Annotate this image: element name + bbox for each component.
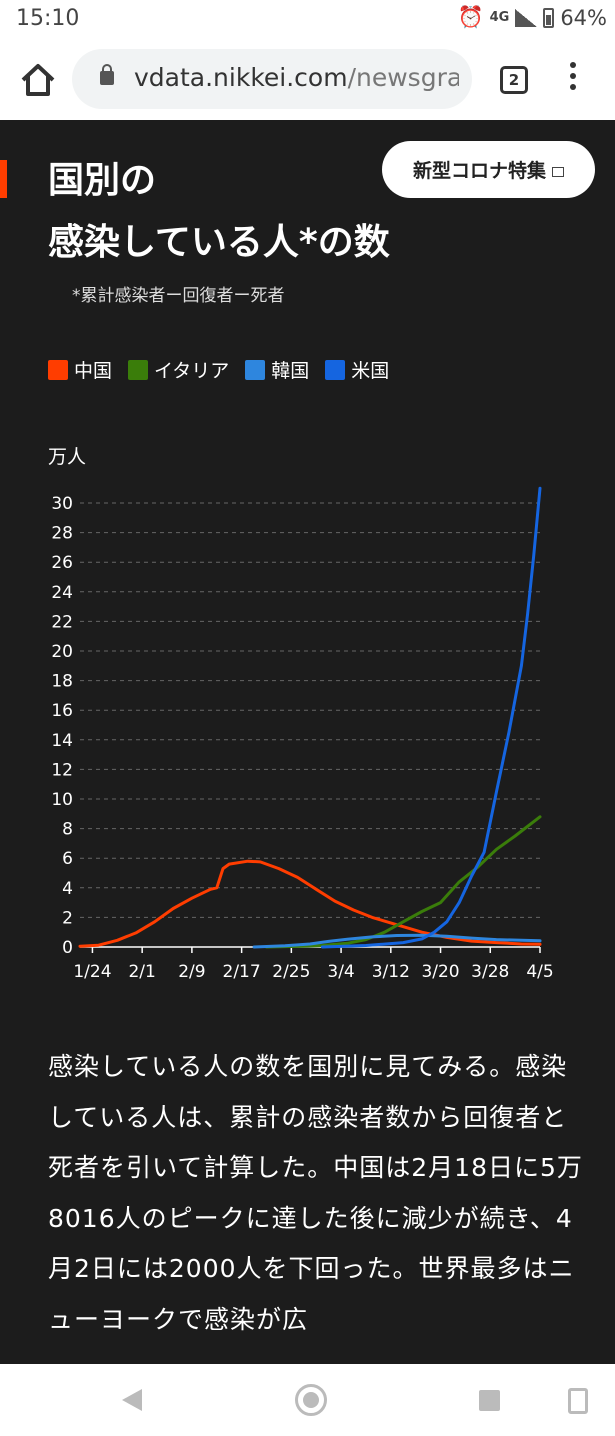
x-tick-label: 2/1 [128, 962, 155, 982]
series-line-韓国 [252, 933, 542, 949]
legend-swatch [128, 359, 149, 380]
address-bar[interactable]: vdata.nikkei.com/newsgra [72, 49, 472, 109]
alarm-icon: ⏰ [457, 5, 484, 29]
y-tick-label: 30 [51, 494, 73, 514]
legend-label: 韓国 [271, 360, 310, 382]
legend-item: 米国 [325, 356, 389, 383]
x-tick-label: 1/24 [73, 962, 111, 982]
x-tick-label: 2/25 [272, 962, 310, 982]
legend-swatch [245, 359, 266, 380]
legend-swatch [48, 359, 68, 380]
battery-level: 64% [560, 5, 607, 30]
recent-apps-icon[interactable] [479, 1390, 500, 1411]
y-tick-label: 0 [62, 938, 73, 958]
legend-item: イタリア [128, 356, 229, 383]
x-tick-label: 2/17 [223, 962, 261, 982]
more-menu-icon[interactable] [566, 62, 580, 98]
x-tick-label: 3/20 [421, 962, 459, 982]
title-footnote: *累計感染者ー回復者ー死者 [72, 286, 285, 306]
y-axis-label: 万人 [48, 446, 86, 468]
series-line-イタリア [265, 815, 542, 949]
y-tick-label: 12 [51, 760, 73, 780]
url-text[interactable]: vdata.nikkei.com/newsgra [134, 63, 459, 92]
legend-label: 米国 [351, 360, 390, 382]
y-tick-label: 28 [51, 524, 73, 544]
back-icon[interactable] [122, 1389, 142, 1411]
system-nav-bar [0, 1364, 615, 1436]
y-tick-label: 8 [62, 820, 73, 840]
legend-label: イタリア [154, 360, 230, 382]
url-host: vdata.nikkei.com [134, 63, 348, 92]
status-icons: ⏰ 4G 64% [457, 5, 607, 30]
y-tick-label: 24 [51, 583, 73, 603]
y-tick-label: 18 [51, 672, 73, 692]
title-accent-bar [0, 160, 7, 198]
x-tick-label: 3/4 [327, 962, 354, 982]
y-tick-label: 4 [62, 879, 73, 899]
y-tick-label: 2 [62, 908, 73, 928]
article-body: 感染している人の数を国別に見てみる。感染している人は、累計の感染者数から回復者と… [48, 1052, 583, 1334]
page-title: 国別の 感染している人*の数 [48, 150, 390, 274]
x-tick-label: 2/9 [178, 962, 205, 982]
x-tick-label: 3/28 [471, 962, 509, 982]
status-time: 15:10 [16, 6, 80, 31]
tab-switcher-button[interactable]: 2 [500, 66, 528, 94]
network-label: 4G [489, 10, 510, 25]
y-tick-label: 26 [51, 553, 73, 573]
x-tick-label: 4/5 [526, 962, 553, 982]
y-tick-label: 20 [51, 642, 73, 662]
signal-icon [515, 8, 538, 27]
y-tick-label: 14 [51, 731, 73, 751]
title-line-1: 国別の [48, 160, 157, 201]
chart-legend: 中国 イタリア 韓国 米国 [48, 356, 389, 383]
x-tick-label: 3/12 [372, 962, 410, 982]
title-line-2: 感染している人*の数 [48, 222, 390, 263]
legend-item: 中国 [48, 356, 112, 383]
rotate-icon[interactable] [568, 1388, 588, 1414]
legend-label: 中国 [74, 360, 113, 382]
legend-item: 韓国 [245, 356, 309, 383]
feature-link-label: 新型コロナ特集 [412, 160, 546, 182]
feature-link-button[interactable]: 新型コロナ特集 [382, 141, 595, 198]
home-button-icon[interactable] [295, 1384, 327, 1416]
y-tick-label: 22 [51, 612, 73, 632]
home-icon[interactable] [18, 60, 58, 100]
series-line-米国 [320, 486, 542, 949]
legend-swatch [325, 359, 346, 380]
y-tick-label: 16 [51, 701, 73, 721]
battery-icon [543, 7, 555, 28]
browser-toolbar: vdata.nikkei.com/newsgra 2 [0, 40, 615, 120]
url-path: /newsgra [347, 63, 459, 92]
lock-icon [100, 64, 114, 85]
y-tick-label: 6 [62, 849, 73, 869]
y-tick-label: 10 [51, 790, 73, 810]
status-bar: 15:10 ⏰ 4G 64% [0, 0, 615, 40]
external-link-icon [552, 166, 564, 177]
